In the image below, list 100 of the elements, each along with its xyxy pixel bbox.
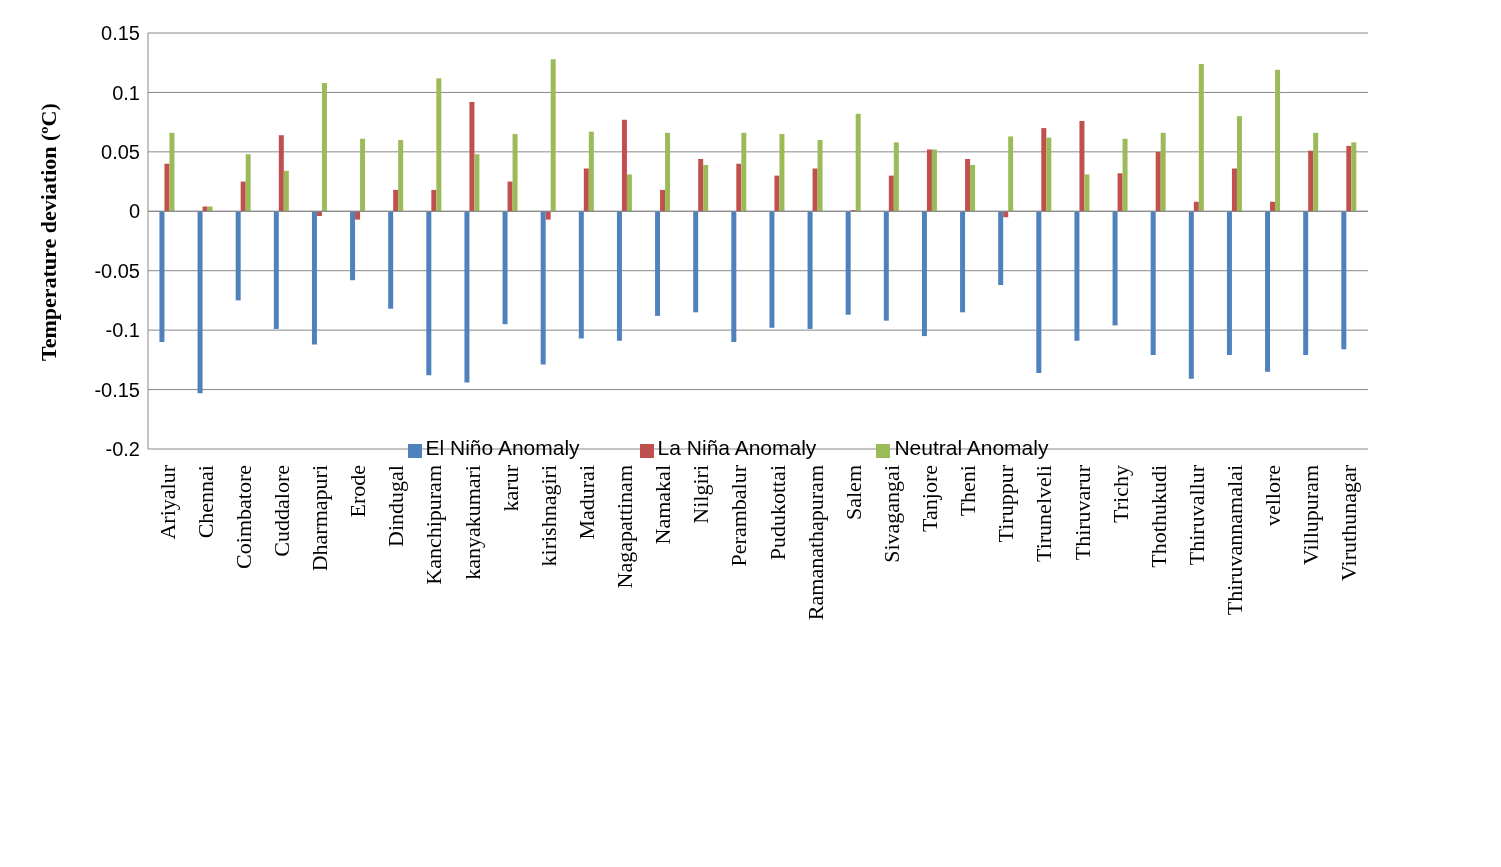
bar — [350, 211, 356, 281]
bar — [245, 154, 251, 212]
x-tick-label: kirishnagiri — [535, 465, 561, 567]
y-tick-label: 0.1 — [112, 81, 140, 104]
bar — [474, 154, 480, 212]
x-tick-label: Chennai — [192, 465, 218, 539]
bar — [931, 149, 937, 212]
bar — [921, 211, 927, 337]
x-tick-label: Erode — [345, 465, 371, 518]
y-tick-label: -0.05 — [94, 259, 140, 282]
bar — [1236, 116, 1242, 212]
y-tick-label: -0.15 — [94, 378, 140, 401]
x-tick-label: Coimbatore — [230, 465, 256, 569]
bar — [1112, 211, 1118, 326]
x-tick-label: Theni — [955, 465, 981, 517]
bar — [1188, 211, 1194, 379]
y-tick-label: -0.1 — [105, 319, 140, 342]
bar — [550, 59, 556, 212]
x-tick-label: Trichy — [1107, 465, 1133, 523]
bar — [502, 211, 508, 325]
bar — [883, 211, 889, 321]
y-tick-label: 0.15 — [101, 22, 140, 45]
x-tick-label: Ariyalur — [154, 464, 180, 540]
bar — [360, 138, 366, 212]
bar — [545, 211, 551, 220]
x-tick-label: Dindugal — [383, 465, 409, 547]
bar — [1084, 174, 1090, 212]
bar — [845, 211, 851, 315]
bar — [1313, 132, 1319, 212]
bar — [1041, 128, 1047, 212]
bar — [159, 211, 165, 343]
x-tick-label: karur — [497, 464, 523, 512]
bar — [626, 174, 632, 212]
bar — [398, 139, 404, 212]
bar — [926, 149, 932, 212]
bar — [578, 211, 584, 339]
x-tick-label: Tiruppur — [993, 464, 1019, 543]
x-tick-label: Tirunelveli — [1031, 465, 1057, 562]
bar — [741, 132, 747, 212]
bar — [1160, 132, 1166, 212]
bar — [731, 211, 737, 343]
bar — [774, 175, 780, 212]
x-tick-label: Viruthunagar — [1336, 464, 1362, 581]
bar — [1270, 201, 1276, 212]
bar — [960, 211, 966, 313]
x-tick-label: Dharmapuri — [307, 465, 333, 572]
x-tick-label: kanyakumari — [459, 465, 485, 580]
bar — [1117, 173, 1123, 212]
x-tick-label: vellore — [1260, 465, 1286, 527]
x-tick-label: Nilgiri — [688, 465, 714, 524]
bar — [970, 164, 976, 212]
bar — [512, 134, 518, 212]
bar — [469, 101, 475, 212]
x-tick-label: Ramanathapuram — [802, 465, 828, 621]
bar — [1008, 136, 1014, 212]
bar — [1351, 142, 1357, 212]
bar — [998, 211, 1004, 285]
bar — [1150, 211, 1156, 356]
bar — [321, 82, 327, 212]
bar — [240, 181, 246, 212]
x-tick-label: Nagapattinam — [612, 465, 638, 589]
x-tick-label: Perambalur — [726, 464, 752, 567]
bar — [855, 113, 861, 212]
x-tick-label: Thiruvarur — [1069, 464, 1095, 561]
bar — [1155, 151, 1161, 212]
bar — [893, 142, 899, 212]
y-axis-title: Temperature deviation (ºC) — [35, 103, 61, 361]
x-tick-label: Thothukudi — [1145, 465, 1171, 568]
x-tick-label: Thiruvallur — [1183, 464, 1209, 566]
x-tick-label: Sivagangai — [878, 465, 904, 563]
x-tick-label: Kanchipuram — [421, 465, 447, 585]
bar — [311, 211, 317, 345]
bar — [464, 211, 470, 383]
bar — [426, 211, 432, 376]
bar — [1308, 150, 1314, 212]
bar — [1346, 145, 1352, 212]
bar — [779, 134, 785, 212]
bar — [197, 211, 203, 394]
legend-label: El Niño Anomaly — [425, 436, 580, 459]
bar — [888, 175, 894, 212]
bar — [278, 135, 284, 212]
bar — [812, 168, 818, 212]
bar — [1122, 138, 1128, 212]
bar — [431, 189, 437, 212]
bar — [235, 211, 241, 301]
bar — [169, 132, 175, 212]
bar — [769, 211, 775, 328]
bar — [1074, 211, 1080, 341]
bar — [1303, 211, 1309, 356]
x-tick-label: Salem — [840, 465, 866, 520]
bar — [588, 131, 594, 212]
bar — [1275, 69, 1281, 212]
bar — [616, 211, 622, 341]
bar — [164, 163, 170, 212]
legend-label: Neutral Anomaly — [894, 436, 1049, 459]
x-tick-label: Namakal — [650, 465, 676, 545]
bar — [655, 211, 661, 316]
x-tick-label: Villupuram — [1298, 465, 1324, 566]
bar — [698, 158, 704, 212]
bar — [1265, 211, 1271, 372]
